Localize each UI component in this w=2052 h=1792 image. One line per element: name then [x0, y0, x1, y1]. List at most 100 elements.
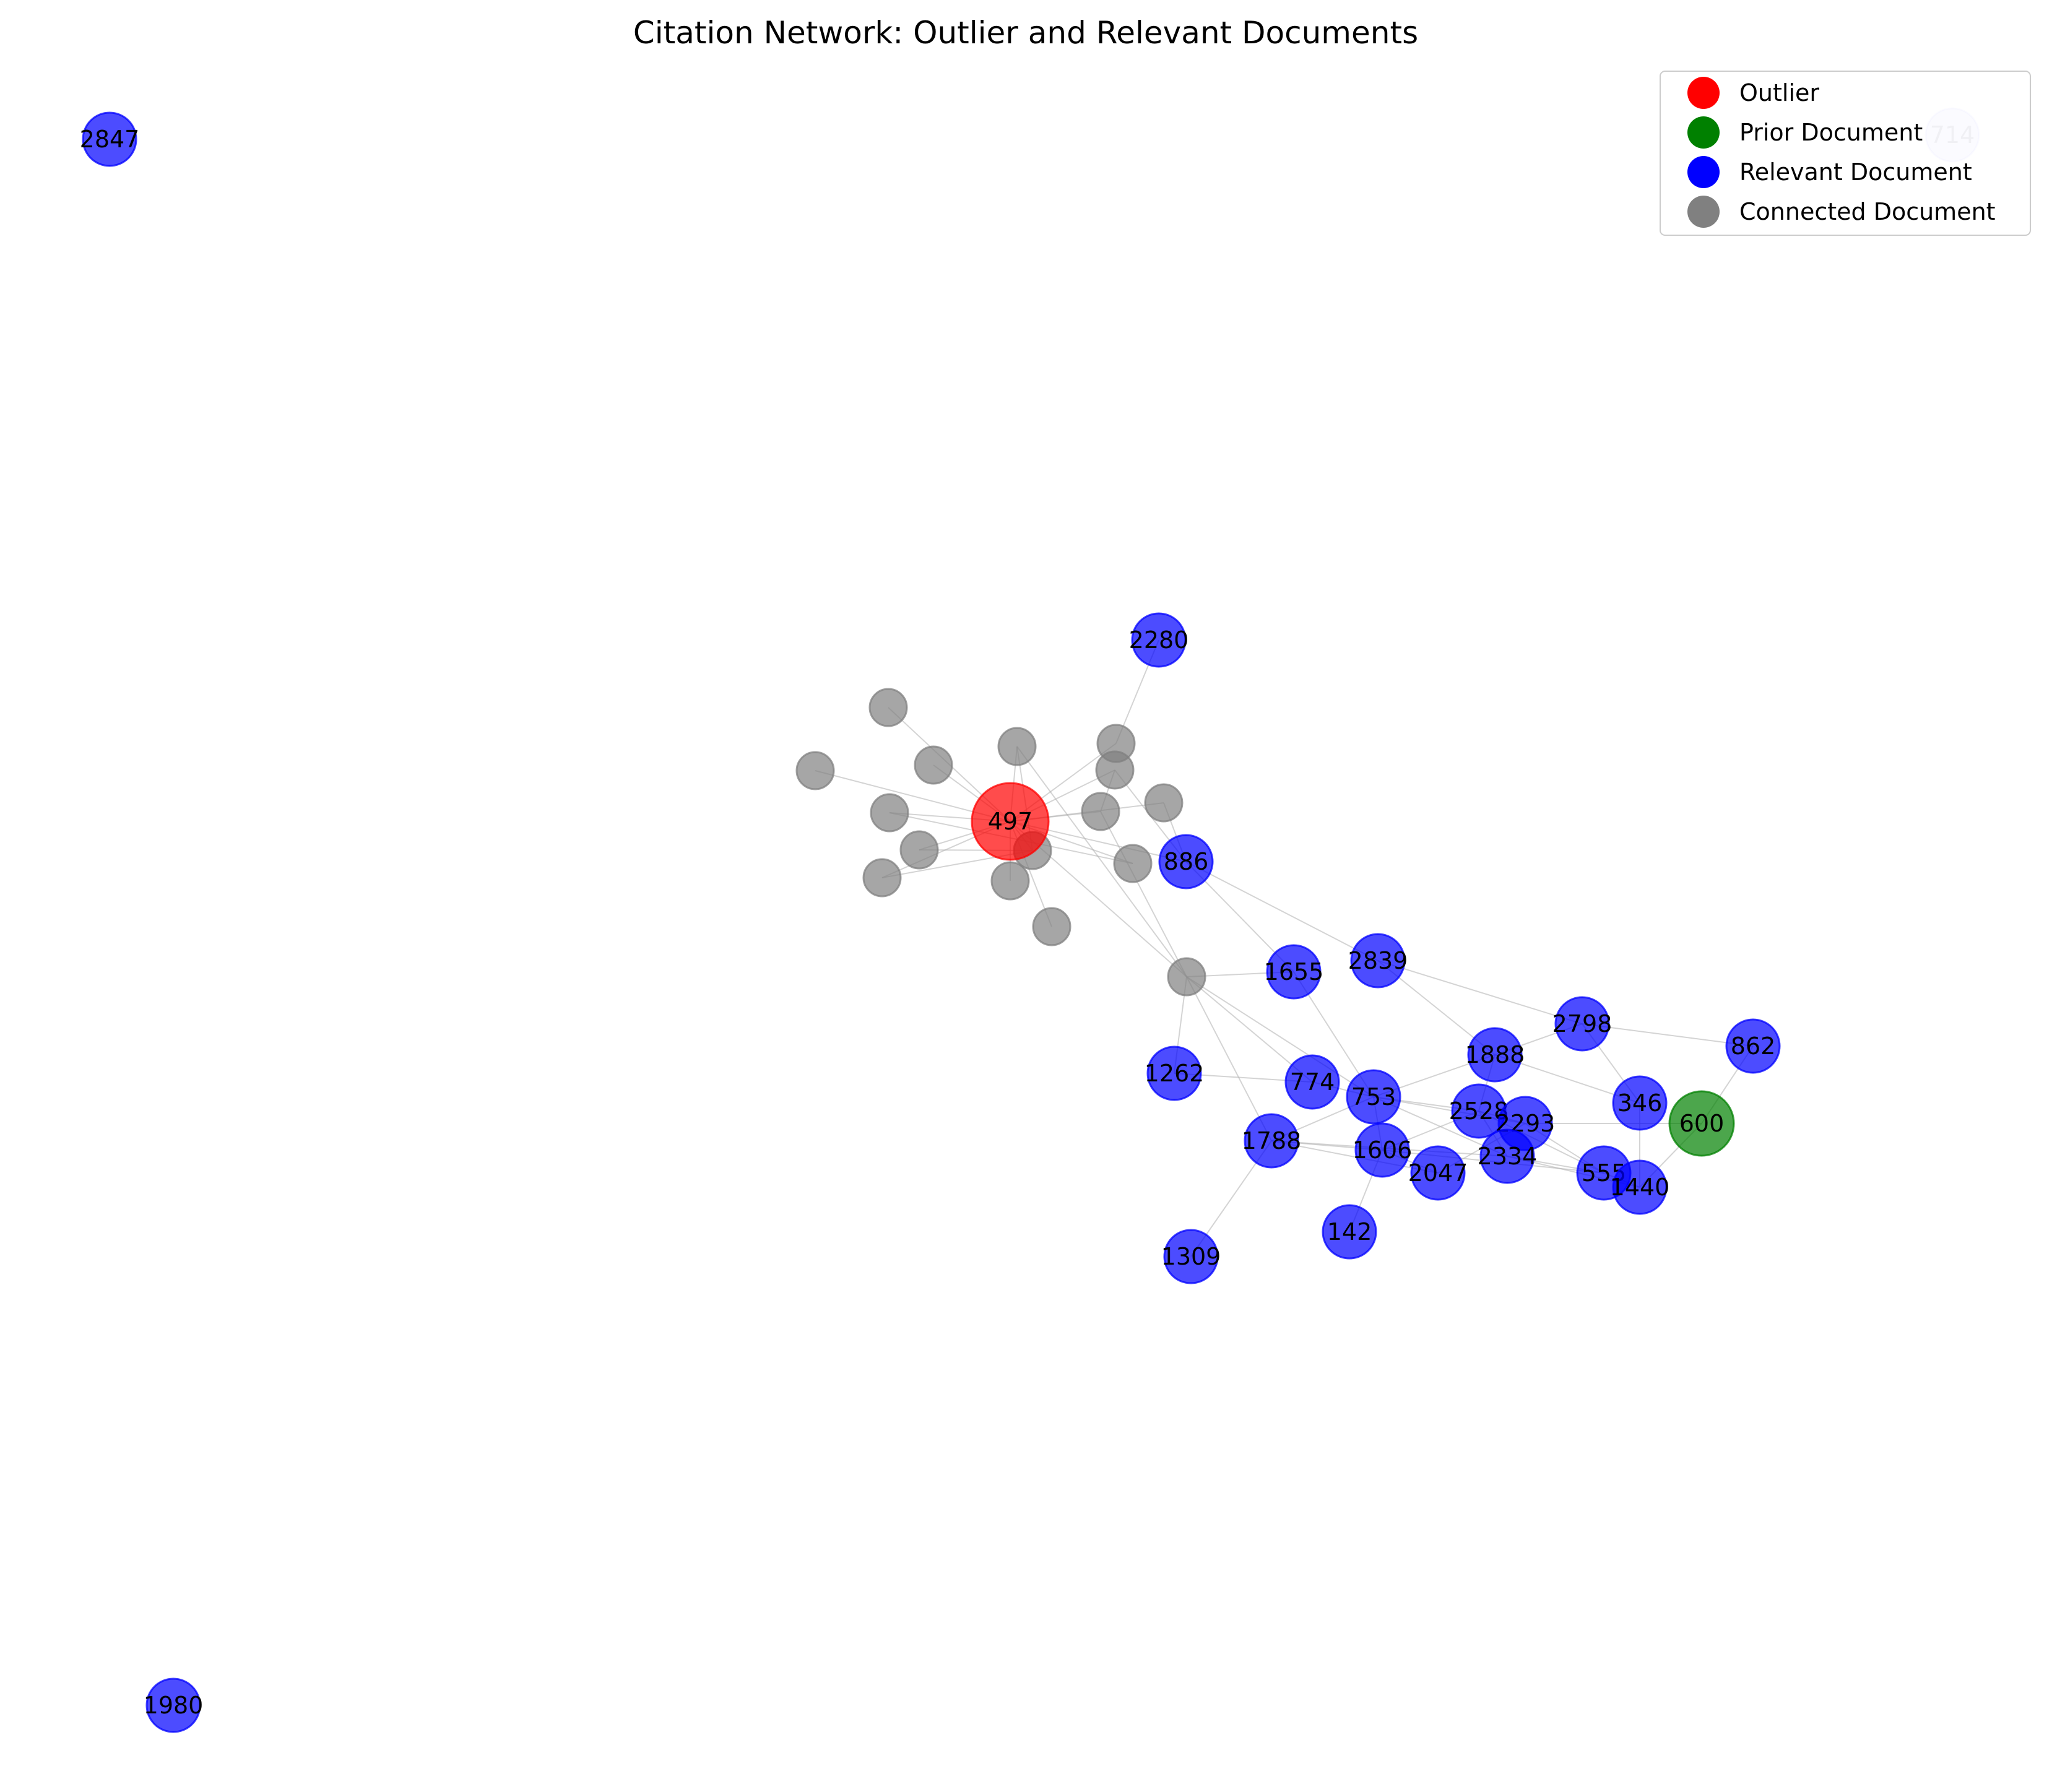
node-circle-1309[interactable]	[1163, 1229, 1219, 1284]
node-c12[interactable]	[990, 861, 1030, 901]
node-label-1606: 1606	[1353, 1136, 1413, 1164]
node-c4[interactable]	[870, 793, 909, 833]
node-circle-497[interactable]	[971, 782, 1050, 861]
node-c9[interactable]	[1081, 792, 1120, 831]
node-circle-c16[interactable]	[1167, 957, 1206, 997]
node-circle-753[interactable]	[1346, 1069, 1401, 1125]
node-label-142: 142	[1327, 1218, 1372, 1245]
node-label-753: 753	[1351, 1083, 1396, 1110]
node-circle-774[interactable]	[1284, 1054, 1340, 1110]
node-2280[interactable]: 2280	[1129, 612, 1189, 668]
node-circle-346[interactable]	[1612, 1075, 1668, 1131]
node-label-2798: 2798	[1552, 1010, 1613, 1037]
node-label-886: 886	[1164, 848, 1209, 875]
node-circle-600[interactable]	[1668, 1090, 1735, 1157]
node-circle-c10[interactable]	[899, 830, 939, 870]
nodes-layer: 2847714228088616552839279886218883461262…	[80, 107, 1980, 1733]
node-c6[interactable]	[1095, 750, 1135, 790]
chart-title: Citation Network: Outlier and Relevant D…	[633, 15, 1418, 51]
node-142[interactable]: 142	[1322, 1204, 1377, 1260]
node-circle-1655[interactable]	[1266, 944, 1322, 1000]
legend-label-3: Connected Document	[1739, 198, 1996, 225]
edge-c9-c16	[1100, 811, 1187, 977]
node-753[interactable]: 753	[1346, 1069, 1401, 1125]
legend-marker-3	[1687, 196, 1720, 228]
node-c10[interactable]	[899, 830, 939, 870]
node-circle-c4[interactable]	[870, 793, 909, 833]
node-2334[interactable]: 2334	[1478, 1128, 1538, 1184]
node-label-497: 497	[988, 808, 1033, 835]
node-circle-1788[interactable]	[1244, 1113, 1299, 1169]
node-label-1309: 1309	[1161, 1243, 1221, 1270]
node-2047[interactable]: 2047	[1408, 1145, 1468, 1201]
node-346[interactable]: 346	[1612, 1075, 1668, 1131]
node-circle-c9[interactable]	[1081, 792, 1120, 831]
node-2839[interactable]: 2839	[1348, 933, 1408, 989]
node-circle-2839[interactable]	[1350, 933, 1406, 989]
node-label-600: 600	[1679, 1110, 1725, 1137]
node-c13[interactable]	[1032, 907, 1071, 946]
legend-label-2: Relevant Document	[1739, 158, 1972, 186]
node-c8[interactable]	[997, 727, 1037, 766]
node-774[interactable]: 774	[1284, 1054, 1340, 1110]
edge-c16-1788	[1186, 976, 1272, 1141]
node-circle-886[interactable]	[1158, 834, 1214, 890]
node-circle-c8[interactable]	[997, 727, 1037, 766]
node-label-774: 774	[1290, 1068, 1335, 1096]
node-c16[interactable]	[1167, 957, 1206, 997]
node-circle-1262[interactable]	[1146, 1045, 1202, 1101]
node-c15[interactable]	[1113, 844, 1153, 883]
node-2798[interactable]: 2798	[1552, 996, 1613, 1052]
legend-marker-1	[1687, 116, 1720, 149]
node-600[interactable]: 600	[1668, 1090, 1735, 1157]
node-circle-c3[interactable]	[795, 751, 835, 790]
node-c7[interactable]	[1144, 783, 1184, 823]
node-circle-2334[interactable]	[1479, 1128, 1535, 1184]
node-circle-2047[interactable]	[1410, 1145, 1466, 1201]
node-circle-1980[interactable]	[145, 1677, 201, 1733]
node-circle-c7[interactable]	[1144, 783, 1184, 823]
node-circle-c12[interactable]	[990, 861, 1030, 901]
node-862[interactable]: 862	[1725, 1018, 1781, 1074]
node-1309[interactable]: 1309	[1161, 1229, 1221, 1284]
node-circle-c11[interactable]	[862, 858, 902, 898]
node-circle-c15[interactable]	[1113, 844, 1153, 883]
node-label-2047: 2047	[1408, 1159, 1468, 1187]
node-c3[interactable]	[795, 751, 835, 790]
node-circle-c6[interactable]	[1095, 750, 1135, 790]
node-c11[interactable]	[862, 858, 902, 898]
node-1606[interactable]: 1606	[1353, 1122, 1413, 1178]
node-label-1440: 1440	[1610, 1174, 1670, 1201]
node-label-2280: 2280	[1129, 626, 1189, 654]
node-2528[interactable]: 2528	[1449, 1083, 1509, 1139]
node-label-2847: 2847	[80, 126, 140, 153]
node-circle-c13[interactable]	[1032, 907, 1071, 946]
edge-1788-2047	[1271, 1140, 1439, 1174]
legend-box	[1660, 71, 2031, 236]
node-circle-c1[interactable]	[868, 688, 908, 727]
node-1980[interactable]: 1980	[144, 1677, 204, 1733]
node-circle-2280[interactable]	[1131, 612, 1187, 668]
edge-2839-2798	[1377, 960, 1583, 1024]
node-circle-142[interactable]	[1322, 1204, 1377, 1260]
node-c1[interactable]	[868, 688, 908, 727]
node-c2[interactable]	[914, 745, 953, 785]
node-1888[interactable]: 1888	[1465, 1027, 1525, 1083]
node-label-1980: 1980	[144, 1692, 204, 1719]
node-886[interactable]: 886	[1158, 834, 1214, 890]
node-circle-2847[interactable]	[82, 111, 137, 167]
node-circle-1606[interactable]	[1354, 1122, 1410, 1178]
node-1440[interactable]: 1440	[1610, 1159, 1670, 1215]
node-1788[interactable]: 1788	[1242, 1113, 1302, 1169]
node-circle-2798[interactable]	[1554, 996, 1610, 1052]
node-497[interactable]: 497	[971, 782, 1050, 861]
node-2847[interactable]: 2847	[80, 111, 140, 167]
node-circle-c2[interactable]	[914, 745, 953, 785]
node-label-1655: 1655	[1264, 958, 1324, 985]
node-circle-1440[interactable]	[1612, 1159, 1668, 1215]
node-1655[interactable]: 1655	[1264, 944, 1324, 1000]
node-circle-1888[interactable]	[1467, 1027, 1523, 1083]
node-circle-862[interactable]	[1725, 1018, 1781, 1074]
node-1262[interactable]: 1262	[1145, 1045, 1205, 1101]
